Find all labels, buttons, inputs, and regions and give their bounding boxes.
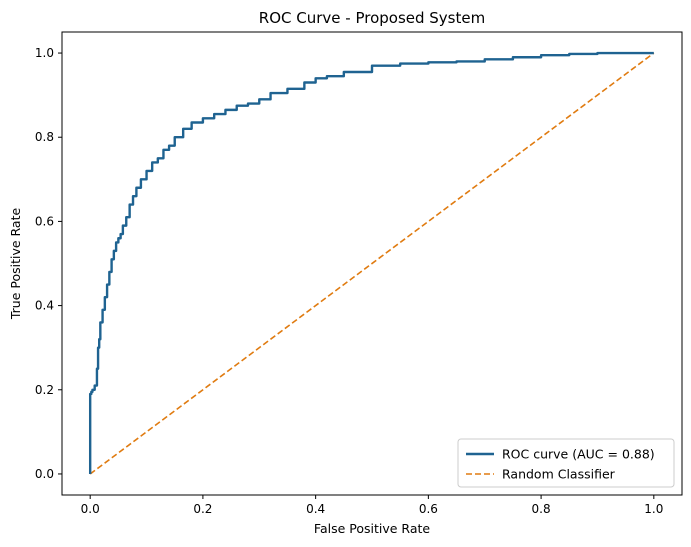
x-tick-label: 0.0	[81, 502, 100, 516]
x-axis-label: False Positive Rate	[314, 521, 430, 536]
x-tick-label: 0.4	[306, 502, 325, 516]
y-tick-label: 1.0	[35, 46, 54, 60]
plot-frame	[61, 31, 683, 496]
x-tick-label: 0.2	[193, 502, 212, 516]
legend: ROC curve (AUC = 0.88) Random Classifier	[457, 438, 675, 488]
legend-box	[457, 438, 675, 488]
roc-curve-line	[88, 51, 654, 474]
y-axis-label: True Positive Rate	[8, 208, 23, 321]
x-tick-label: 0.8	[532, 502, 551, 516]
y-tick-label: 0.4	[35, 299, 54, 313]
random-classifier-line	[89, 52, 655, 475]
y-tick-label: 0.2	[35, 383, 54, 397]
legend-label: Random Classifier	[502, 467, 616, 482]
y-tick-label: 0.6	[35, 214, 54, 228]
chart-title: ROC Curve - Proposed System	[259, 9, 485, 27]
x-axis-ticks: 0.0 0.2 0.4 0.6 0.8 1.0	[81, 495, 663, 516]
y-tick-label: 0.8	[35, 130, 54, 144]
series-layer	[88, 51, 655, 475]
y-tick-label: 0.0	[35, 467, 54, 481]
x-tick-label: 0.6	[419, 502, 438, 516]
x-tick-label: 1.0	[644, 502, 663, 516]
y-axis-ticks: 0.0 0.2 0.4 0.6 0.8 1.0	[35, 46, 62, 481]
legend-label: ROC curve (AUC = 0.88)	[502, 447, 655, 462]
plot-border	[61, 31, 683, 496]
